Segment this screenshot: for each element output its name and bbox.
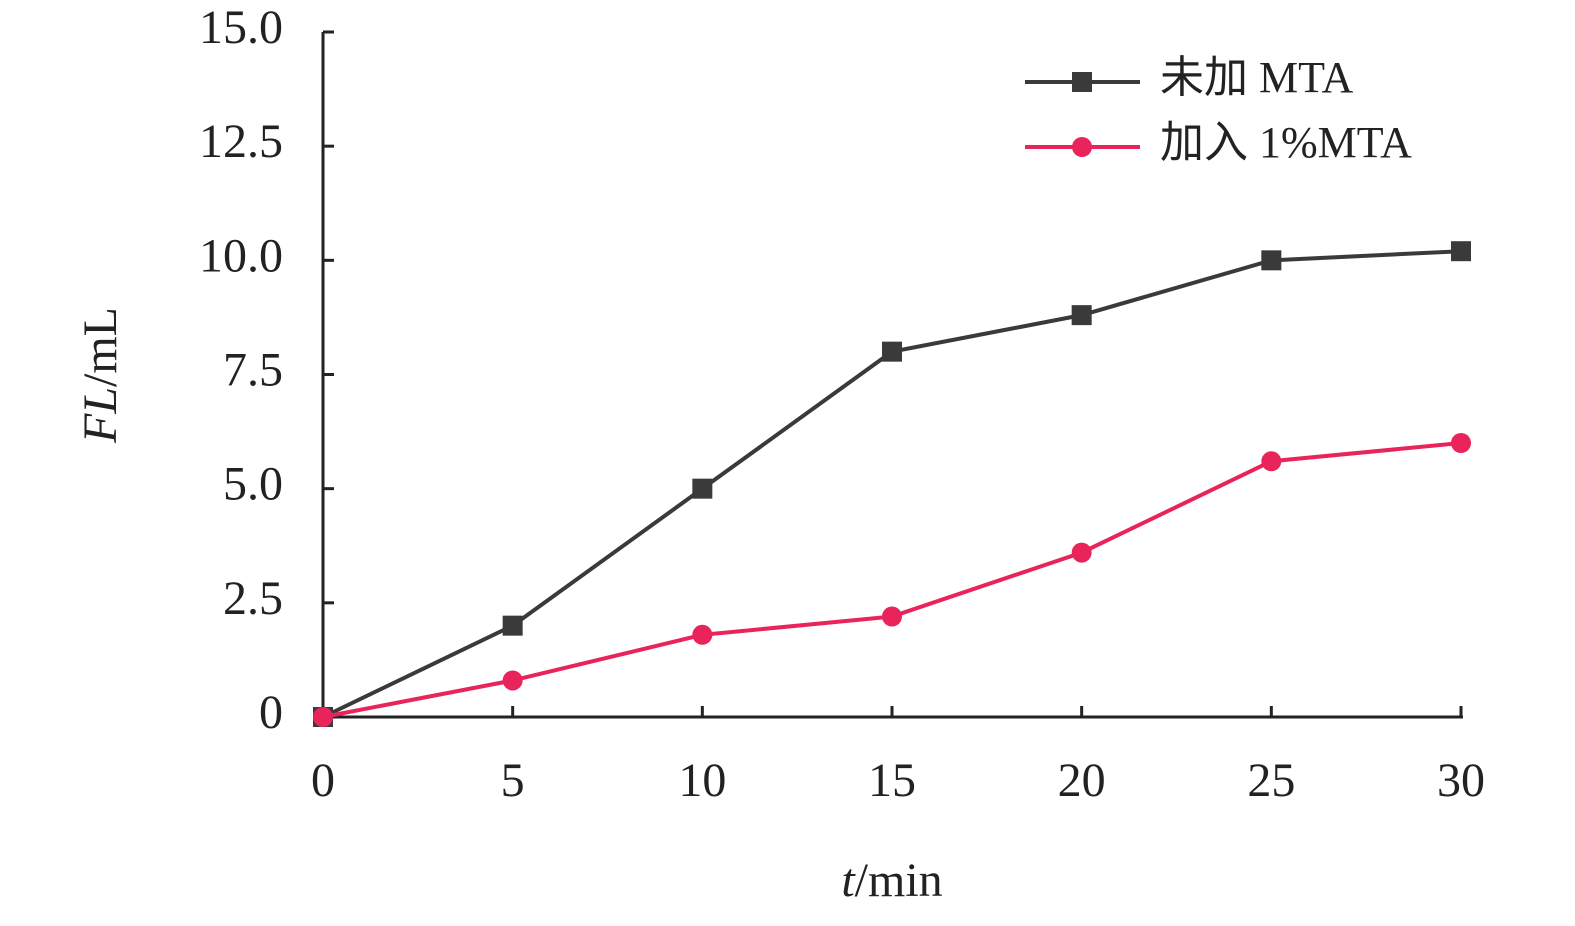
data-point (1071, 542, 1092, 563)
x-axis-label: t/min (841, 854, 942, 907)
x-tick-label: 5 (501, 754, 525, 807)
x-tick-label: 20 (1058, 754, 1106, 807)
data-point (1451, 241, 1471, 262)
legend-label: 未加 MTA (1160, 53, 1353, 102)
y-axis-label: FL/mL (74, 307, 127, 444)
series-line (322, 441, 1462, 719)
x-tick-label: 30 (1437, 754, 1485, 807)
data-point (502, 615, 523, 636)
data-point (313, 707, 333, 727)
y-tick-label: 15.0 (199, 1, 283, 54)
x-tick-label: 15 (868, 754, 916, 807)
legend-marker (1072, 137, 1092, 157)
y-tick-label: 0 (259, 686, 283, 739)
data-point (882, 341, 902, 362)
x-tick-label: 0 (311, 754, 335, 807)
y-tick-label: 2.5 (223, 572, 283, 625)
data-point (1451, 433, 1471, 453)
y-tick-label: 10.0 (199, 229, 283, 282)
data-point (1071, 305, 1092, 326)
legend-label: 加入 1%MTA (1160, 118, 1412, 167)
data-point (692, 478, 713, 499)
data-point (502, 670, 523, 691)
y-tick-label: 12.5 (199, 115, 283, 168)
series-line (322, 249, 1462, 719)
data-point (692, 624, 713, 645)
x-tick-label: 10 (678, 754, 726, 807)
y-tick-label: 7.5 (223, 344, 283, 397)
x-tick-label: 25 (1247, 754, 1295, 807)
y-tick-label: 5.0 (223, 458, 283, 511)
legend-marker (1072, 72, 1092, 92)
data-point (1261, 250, 1282, 271)
data-point (1261, 451, 1282, 472)
data-point (882, 606, 902, 627)
